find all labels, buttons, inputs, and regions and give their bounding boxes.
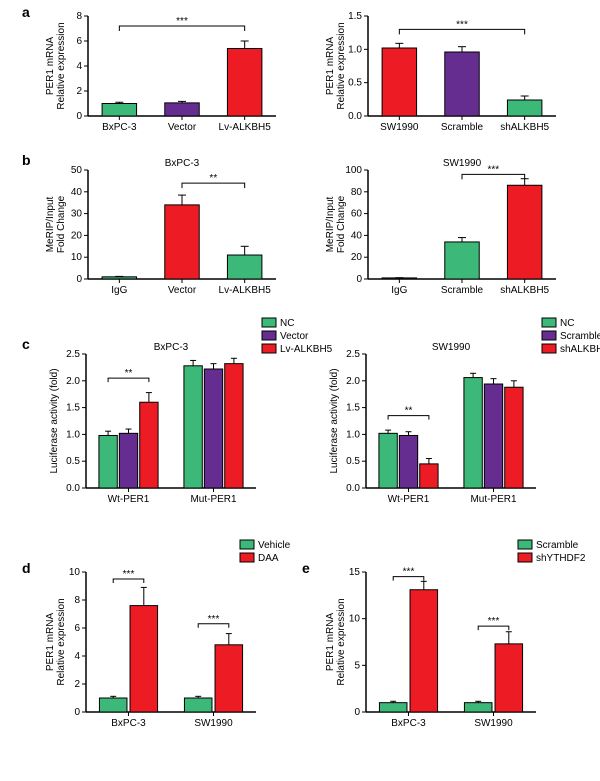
svg-text:shYTHDF2: shYTHDF2 <box>536 553 586 564</box>
svg-text:Scramble: Scramble <box>536 540 579 551</box>
figure-container: a02468PER1 mRNARelative expressionBxPC-3… <box>0 0 600 781</box>
